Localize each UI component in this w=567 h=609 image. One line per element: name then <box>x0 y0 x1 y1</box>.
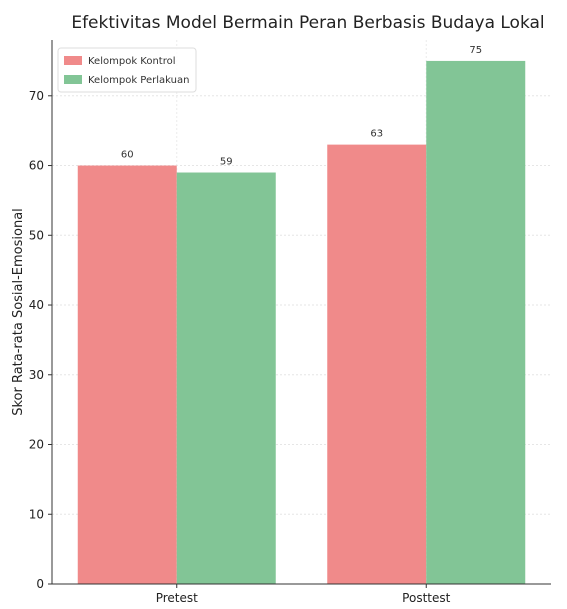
legend: Kelompok Kontrol Kelompok Perlakuan <box>57 47 197 93</box>
y-tick-label: 50 <box>29 228 44 242</box>
x-tick-label: Posttest <box>402 591 450 605</box>
chart-title: Efektivitas Model Bermain Peran Berbasis… <box>71 13 544 33</box>
y-tick-label: 60 <box>29 159 44 173</box>
y-tick-label: 70 <box>29 89 44 103</box>
bar <box>77 165 177 585</box>
y-tick-label: 20 <box>29 438 44 452</box>
bar-value-label: 60 <box>121 150 134 161</box>
legend-swatch <box>64 75 82 84</box>
bar-value-label: 63 <box>370 129 383 140</box>
y-tick-label: 0 <box>36 577 44 591</box>
legend-box <box>57 47 197 93</box>
bar <box>327 144 427 584</box>
legend-swatch <box>64 56 82 65</box>
x-tick-label: Pretest <box>156 591 198 605</box>
y-axis-label: Skor Rata-rata Sosial-Emosional <box>11 208 26 416</box>
legend-label: Kelompok Perlakuan <box>88 75 189 86</box>
bars: 60 59 63 75 <box>77 45 526 585</box>
bar-value-label: 75 <box>469 45 482 56</box>
bar <box>176 172 276 584</box>
y-tick-label: 30 <box>29 368 44 382</box>
axes: 0 10 20 30 40 50 60 70 Pretest Posttest <box>29 40 551 605</box>
legend-label: Kelompok Kontrol <box>88 56 176 67</box>
bar <box>426 60 526 584</box>
bar-value-label: 59 <box>220 157 233 168</box>
y-tick-label: 40 <box>29 298 44 312</box>
y-tick-label: 10 <box>29 507 44 521</box>
